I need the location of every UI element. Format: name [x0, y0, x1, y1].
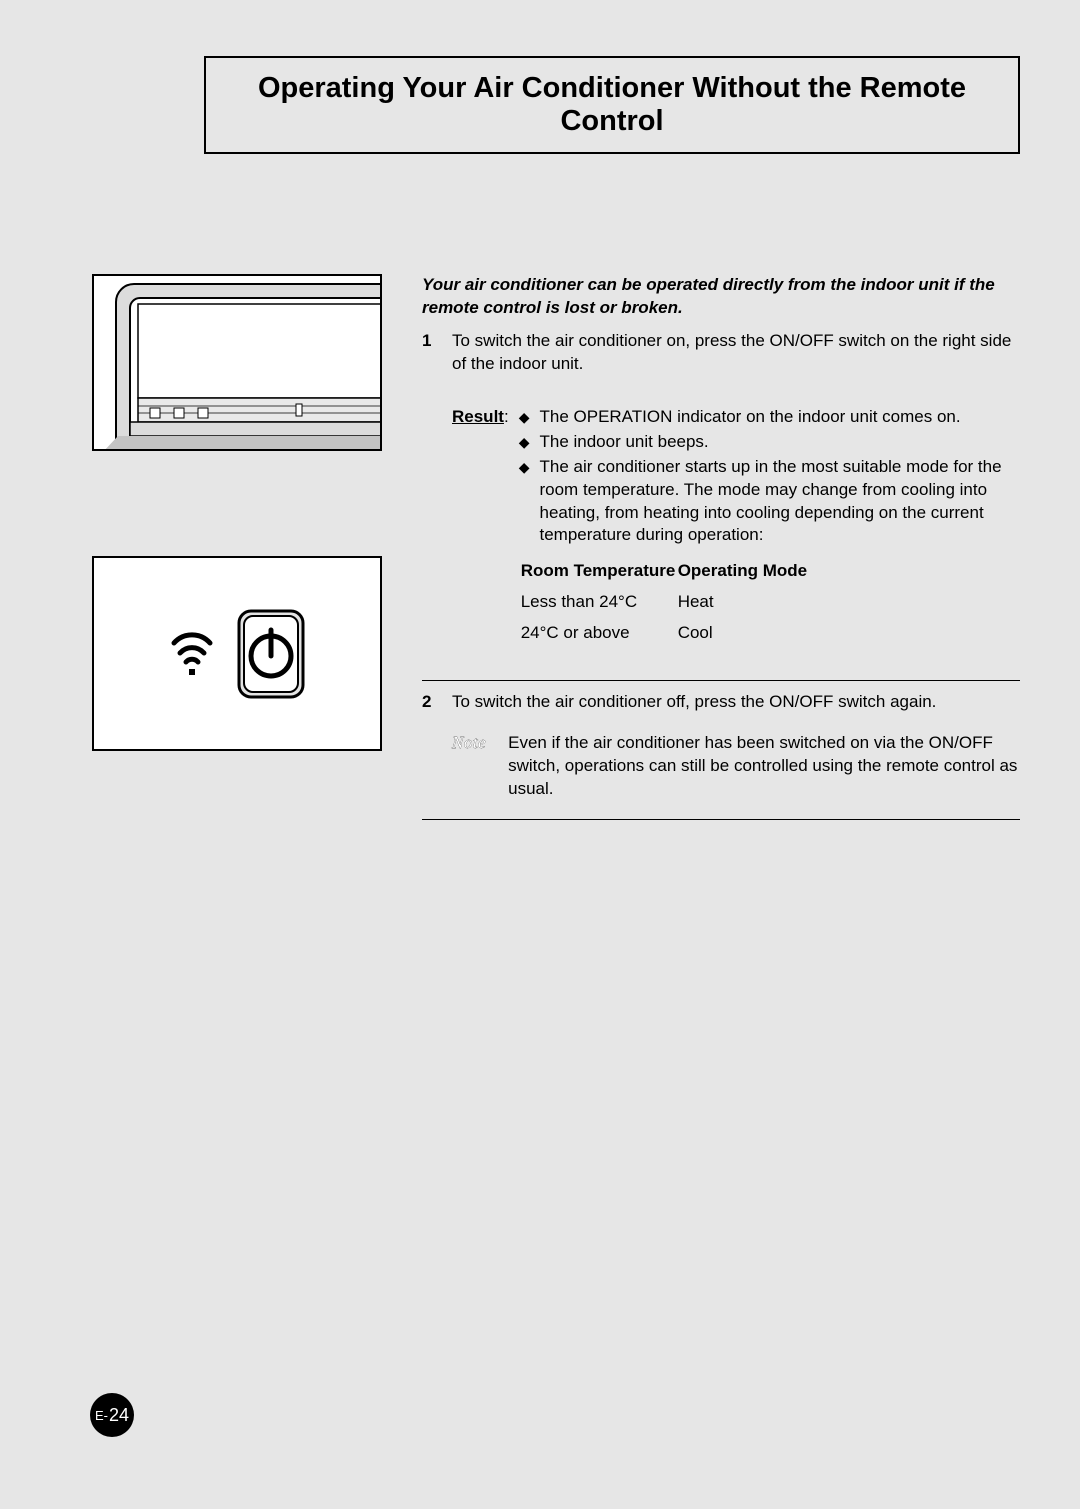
- result-bullet: ◆ The OPERATION indicator on the indoor …: [519, 406, 1020, 429]
- illustrations-column: [92, 274, 382, 830]
- table-cell: Less than 24°C: [521, 588, 676, 617]
- ac-unit-illustration: [92, 274, 382, 451]
- table-cell: 24°C or above: [521, 619, 676, 648]
- step-number: 2: [422, 691, 440, 801]
- table-header: Room Temperature: [521, 557, 676, 586]
- divider: [422, 680, 1020, 681]
- diamond-icon: ◆: [519, 431, 530, 454]
- instructions-column: Your air conditioner can be operated dir…: [422, 274, 1020, 830]
- page-title: Operating Your Air Conditioner Without t…: [226, 72, 998, 138]
- result-label: Result: [452, 407, 504, 426]
- page-number-badge: E-24: [90, 1393, 134, 1437]
- mode-table: Room Temperature Operating Mode Less tha…: [519, 555, 809, 650]
- title-box: Operating Your Air Conditioner Without t…: [204, 56, 1020, 154]
- page-prefix: E-: [95, 1408, 108, 1423]
- divider: [422, 819, 1020, 820]
- step-text: To switch the air conditioner on, press …: [452, 330, 1020, 376]
- note-label: Note: [452, 732, 486, 801]
- diamond-icon: ◆: [519, 406, 530, 429]
- table-cell: Cool: [678, 619, 807, 648]
- intro-text: Your air conditioner can be operated dir…: [422, 274, 1020, 320]
- table-cell: Heat: [678, 588, 807, 617]
- step-2: 2 To switch the air conditioner off, pre…: [422, 691, 1020, 801]
- onoff-icon-panel: [92, 556, 382, 751]
- diamond-icon: ◆: [519, 456, 530, 548]
- result-bullet: ◆ The air conditioner starts up in the m…: [519, 456, 1020, 548]
- result-bullet: ◆ The indoor unit beeps.: [519, 431, 1020, 454]
- table-header: Operating Mode: [678, 557, 807, 586]
- note-text: Even if the air conditioner has been swi…: [508, 732, 1020, 801]
- power-button-icon: [236, 608, 306, 700]
- signal-icon: [168, 625, 216, 683]
- step-text: To switch the air conditioner off, press…: [452, 691, 1020, 714]
- page-number: 24: [109, 1405, 129, 1426]
- step-number: 1: [422, 330, 440, 650]
- step-1: 1 To switch the air conditioner on, pres…: [422, 330, 1020, 650]
